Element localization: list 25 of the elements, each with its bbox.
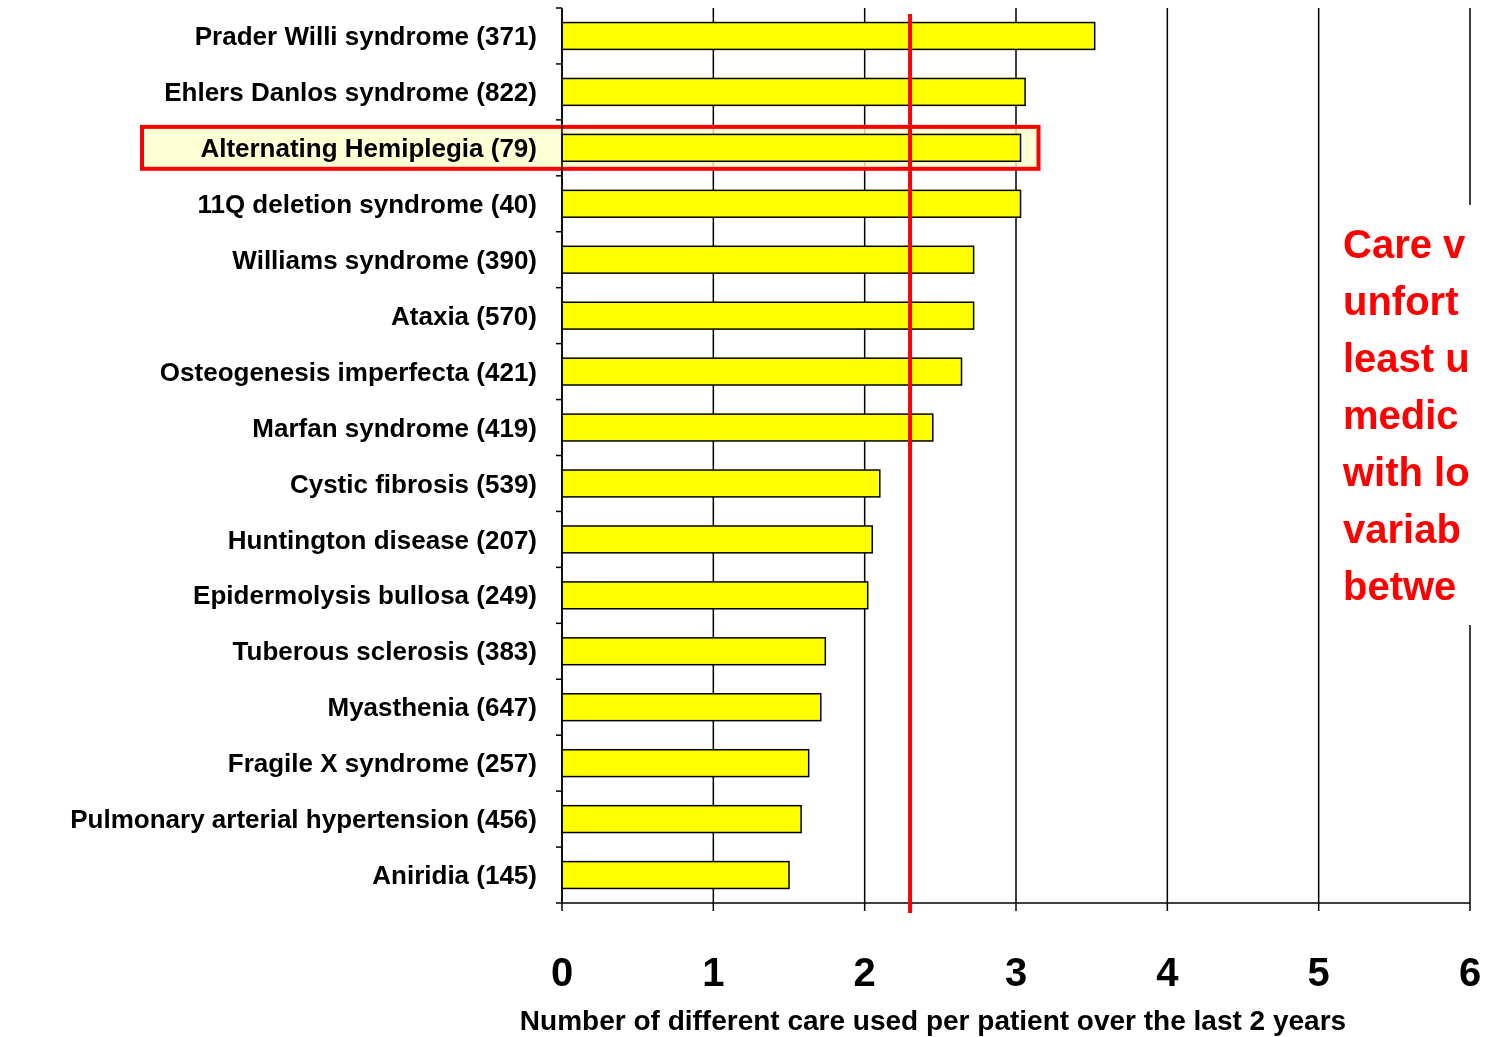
x-tick-label: 3 (1004, 950, 1028, 994)
x-tick-label: 2 (853, 950, 876, 994)
y-tick-label: Prader Willi syndrome (371) (194, 21, 537, 52)
x-tick-label: 1 (702, 950, 725, 994)
y-tick-label: Alternating Hemiplegia (79) (200, 132, 537, 163)
annotation: Care v unfort least u medic with lo variab betwe (1342, 222, 1470, 608)
y-tick-label: Epidermolysis bullosa (249) (193, 580, 537, 611)
y-tick-label: Osteogenesis imperfecta (421) (159, 356, 537, 387)
y-tick-label: Fragile X syndrome (257) (227, 748, 537, 779)
y-tick-label: Tuberous sclerosis (383) (232, 636, 537, 667)
x-tick-label: 4 (1156, 950, 1180, 994)
x-tick-label: 5 (1307, 950, 1330, 994)
x-tick-label: 6 (1458, 950, 1482, 994)
x-axis-title: Number of different care used per patient over the last 2 years (519, 1005, 1347, 1036)
y-tick-label: Myasthenia (647) (327, 692, 537, 723)
x-tick-label: 0 (550, 950, 574, 994)
y-tick-label: Cystic fibrosis (539) (289, 468, 537, 499)
y-tick-label: Pulmonary arterial hypertension (456) (70, 804, 537, 835)
y-tick-label: Huntington disease (207) (227, 524, 537, 555)
y-tick-label: Marfan syndrome (419) (252, 412, 537, 443)
y-tick-label: Aniridia (145) (372, 860, 537, 891)
y-tick-label: 11Q deletion syndrome (40) (197, 188, 537, 219)
y-tick-label: Ataxia (570) (391, 300, 537, 331)
y-tick-label: Ehlers Danlos syndrome (822) (164, 77, 537, 108)
y-tick-label: Williams syndrome (390) (232, 244, 537, 275)
